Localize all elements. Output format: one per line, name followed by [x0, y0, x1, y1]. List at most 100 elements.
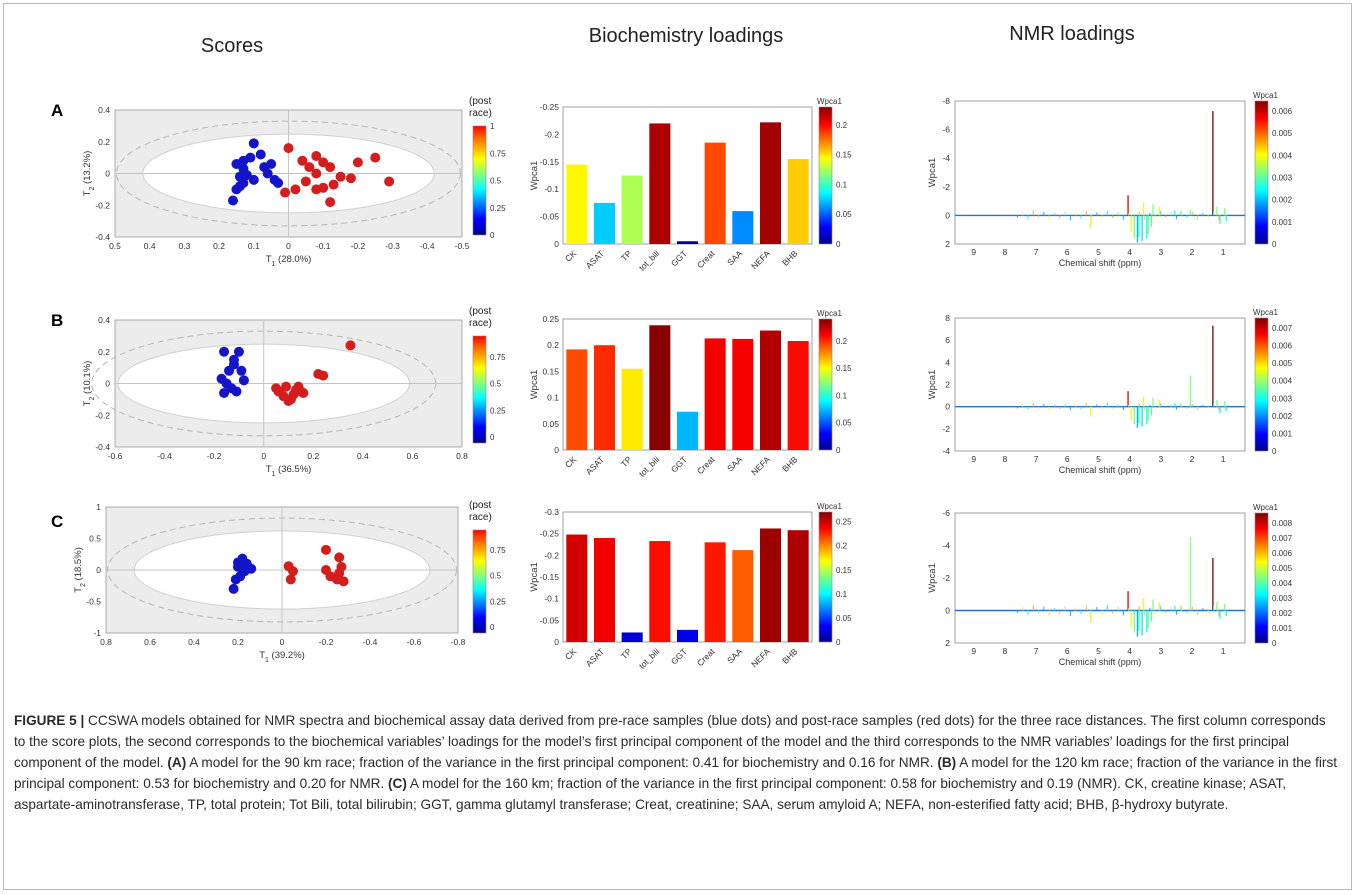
nmr-colorbar-tick: 0.001: [1272, 429, 1293, 438]
caption-c-label: (C): [388, 776, 407, 791]
post-race-point: [345, 173, 356, 184]
nmr-ylabel: Wpca1: [927, 158, 938, 188]
scores-ytick-label: 0.5: [89, 534, 101, 544]
post-race-point: [370, 152, 381, 163]
bio-category-label: BHB: [780, 248, 800, 268]
scores-xtick-label: 0.1: [248, 241, 260, 251]
scores-xtick-label: 0.8: [100, 637, 112, 647]
nmr-colorbar-tick: 0.003: [1272, 394, 1293, 403]
bio-bar-saa: [732, 550, 754, 642]
caption-text-a: A model for the 90 km race; fraction of …: [186, 755, 938, 770]
bio-ytick-label: -0.15: [540, 157, 560, 167]
biochemistry-bar-chart: CK ASAT TP tot_bili GGT Creat SAA NEFA BHB -0.25 -…: [529, 97, 852, 273]
nmr-ytick-label: -4: [942, 153, 950, 163]
nmr-colorbar-tick: 0.007: [1272, 324, 1293, 333]
nmr-colorbar: [1254, 317, 1269, 452]
scores-ytick-label: 0.2: [98, 347, 110, 357]
bio-category-label: BHB: [780, 646, 800, 666]
bio-bar-bhb: [787, 159, 809, 244]
pre-race-point: [227, 195, 238, 206]
bio-category-label: ASAT: [584, 248, 606, 270]
nmr-colorbar-tick: 0.003: [1272, 594, 1293, 603]
bio-colorbar-title: Wpca1: [817, 309, 842, 318]
nmr-xtick-label: 9: [971, 247, 976, 257]
biochemistry-bar-chart: CK ASAT TP tot_bili GGT Creat SAA NEFA BHB 0.25 0.…: [529, 309, 852, 479]
bio-category-label: TP: [619, 454, 634, 469]
bio-bar-bhb: [787, 530, 809, 642]
bio-ytick-label: -0.1: [544, 184, 559, 194]
pre-race-point: [239, 566, 250, 577]
bio-colorbar-title: Wpca1: [817, 97, 842, 106]
nmr-xtick-label: 6: [1065, 646, 1070, 656]
scores-xtick-label: -0.4: [363, 637, 378, 647]
bio-bar-tp: [621, 632, 643, 642]
bio-category-label: NEFA: [749, 646, 772, 669]
caption-a-label: (A): [167, 755, 187, 770]
bio-colorbar-tick: 0.1: [836, 180, 848, 189]
scores-ytick-label: 1: [96, 502, 101, 512]
pre-race-point: [231, 386, 242, 397]
bio-bar-creat: [704, 542, 726, 642]
bio-bar-tot-bili: [649, 123, 671, 244]
nmr-xtick-label: 1: [1221, 454, 1226, 464]
post-race-point: [300, 176, 311, 187]
pre-race-point: [238, 375, 249, 386]
bio-bar-tot-bili: [649, 541, 671, 642]
nmr-xtick-label: 6: [1065, 454, 1070, 464]
scores-xtick-label: 0: [286, 241, 291, 251]
bio-colorbar-tick: 0: [836, 240, 841, 249]
bio-bar-ck: [566, 349, 588, 450]
nmr-plot-frame: [954, 100, 1246, 245]
scores-xtick-label: -0.2: [207, 451, 222, 461]
nmr-xtick-label: 5: [1096, 646, 1101, 656]
nmr-colorbar-tick: 0.004: [1272, 377, 1293, 386]
bio-colorbar-tick: 0.05: [836, 614, 852, 623]
post-race-colorbar-tick: 0.75: [490, 149, 506, 158]
post-race-point: [384, 176, 395, 187]
nmr-colorbar-title: Wpca1: [1253, 91, 1278, 100]
bio-bar-nefa: [759, 122, 782, 244]
scores-plot: -0.6 -0.4 -0.2 0 0.2 0.4 0.6 0.80.40.20-0.2-0.4…: [82, 306, 506, 478]
figure-frame: [3, 3, 1352, 890]
post-race-point: [285, 574, 296, 585]
scores-ytick-label: -1: [93, 628, 101, 638]
post-race-point: [325, 197, 336, 208]
biochemistry-bar-chart: CK ASAT TP tot_bili GGT Creat SAA NEFA BHB -0.3 -0…: [529, 502, 852, 671]
bio-colorbar-tick: 0: [836, 638, 841, 647]
nmr-colorbar-tick: 0.005: [1272, 129, 1293, 138]
panel-letter: A: [51, 101, 63, 120]
scores-xtick-label: 0: [261, 451, 266, 461]
bio-bar-tp: [621, 368, 643, 450]
bio-ytick-label: -0.05: [540, 615, 560, 625]
post-race-point: [281, 381, 292, 392]
nmr-xtick-label: 9: [971, 454, 976, 464]
scores-ylabel: T2 (10.1%): [82, 361, 96, 407]
panel-a: A 0.5 0.4 0.3 0.2 0.1 0 -0.1 -0.2 -0.3 -0.4 -0.5 0.4…: [51, 91, 1293, 273]
bio-ytick-label: 0.2: [547, 340, 559, 350]
scores-xtick-label: -0.5: [455, 241, 470, 251]
bio-category-label: ASAT: [584, 454, 606, 476]
bio-ylabel: Wpca1: [529, 161, 540, 191]
pre-race-point: [262, 168, 273, 179]
post-race-point: [285, 394, 296, 405]
nmr-colorbar-tick: 0.004: [1272, 151, 1293, 160]
column-headers: Scores Biochemistry loadings NMR loading…: [201, 23, 1135, 57]
nmr-xtick-label: 4: [1127, 247, 1132, 257]
bio-ytick-label: -0.25: [540, 529, 560, 539]
bio-bar-saa: [732, 338, 754, 450]
pre-race-point: [248, 138, 259, 149]
post-race-point: [271, 383, 282, 394]
nmr-plot-frame: [954, 512, 1246, 644]
nmr-xtick-label: 2: [1190, 454, 1195, 464]
bio-ylabel: Wpca1: [529, 562, 540, 592]
bio-category-label: Creat: [695, 646, 717, 668]
nmr-ylabel: Wpca1: [927, 370, 938, 400]
scores-xtick-label: 0.2: [307, 451, 319, 461]
bio-category-label: GGT: [669, 454, 689, 474]
bio-category-label: tot_bili: [637, 646, 662, 671]
bio-ytick-label: -0.3: [544, 507, 559, 517]
post-race-point: [318, 182, 329, 193]
nmr-ytick-label: -2: [942, 182, 950, 192]
bio-ytick-label: 0: [554, 239, 559, 249]
post-race-point: [321, 565, 331, 575]
